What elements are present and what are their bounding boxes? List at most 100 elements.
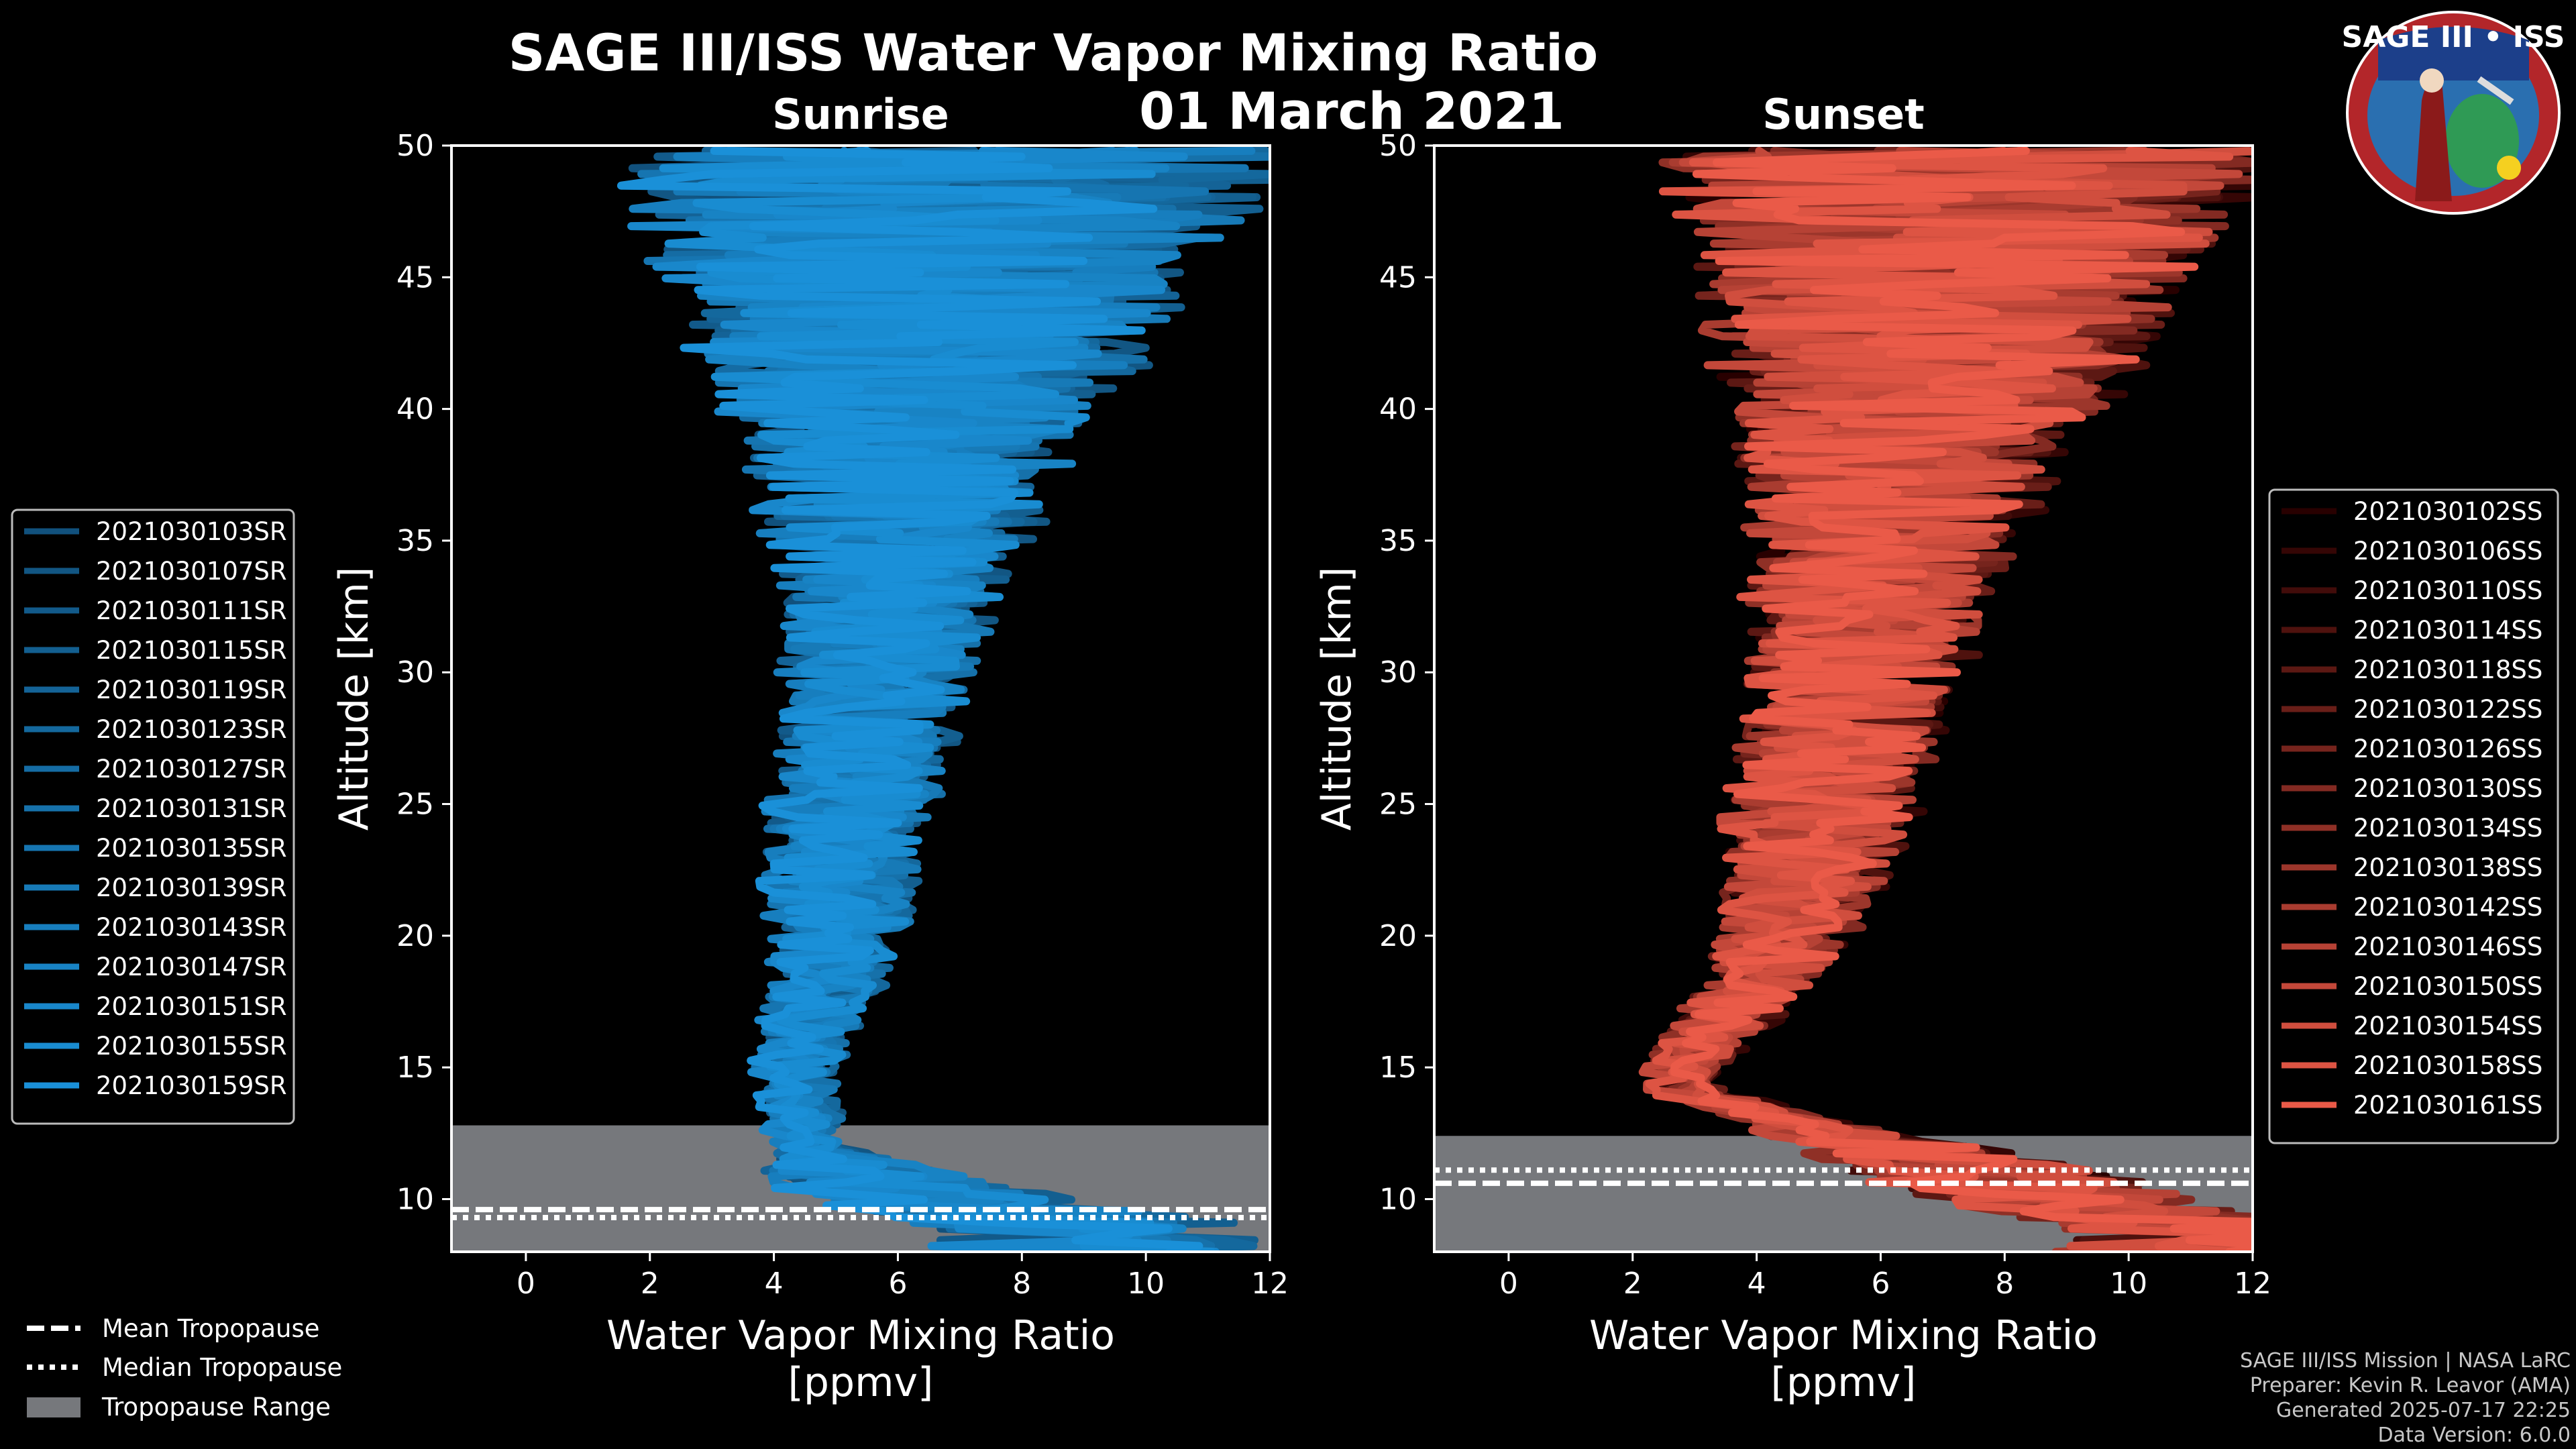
logo-head-icon: [2420, 68, 2444, 93]
legend-entry-label: 2021030131SR: [96, 794, 287, 823]
profile-2021030161SS: [1670, 146, 2253, 1252]
x-tick-label: 2: [641, 1267, 659, 1301]
legend-entry-label: 2021030151SR: [96, 992, 287, 1021]
mean-tropopause-label: Mean Tropopause: [102, 1314, 320, 1343]
legend-entry-label: 2021030154SS: [2353, 1012, 2542, 1040]
sunset-chart: 0 2 4 6 8 10 12 10 15 20 25 30 35 40 45 50 Water Vapor M…: [1313, 129, 2271, 1406]
y-tick-label: 10: [396, 1182, 434, 1216]
y-tick-label: 35: [1379, 524, 1417, 558]
tropopause-legend: Mean Tropopause Median Tropopause Tropop…: [27, 1314, 342, 1421]
legend-entry-label: 2021030127SR: [96, 755, 287, 784]
legend-entry-label: 2021030103SR: [96, 517, 287, 546]
x-tick-label: 6: [888, 1267, 907, 1301]
sunrise-chart: 0 2 4 6 8 10 12 10 15 20 25 30 35 40 45 50 Water Vapor M…: [331, 129, 1289, 1406]
legend-entry-label: 2021030138SS: [2353, 853, 2542, 882]
x-tick-label: 10: [1127, 1267, 1165, 1301]
legend-entry-label: 2021030126SS: [2353, 735, 2542, 763]
legend-entry-label: 2021030106SS: [2353, 537, 2542, 566]
legend-box: [11, 508, 295, 1125]
y-tick-label: 50: [1379, 129, 1417, 163]
legend-entry-label: 2021030146SS: [2353, 932, 2542, 961]
median-tropopause-label: Median Tropopause: [102, 1353, 342, 1382]
y-tick-label: 15: [1379, 1051, 1417, 1085]
x-tick-label: 0: [517, 1267, 535, 1301]
y-tick-label: 30: [396, 655, 434, 690]
profile-2021030159SR: [616, 146, 1203, 1252]
y-tick-label: 45: [1379, 260, 1417, 294]
credits: SAGE III/ISS Mission | NASA LaRC Prepare…: [2240, 1349, 2571, 1447]
y-tick-label: 20: [396, 919, 434, 953]
y-axis-label: Altitude [km]: [331, 567, 378, 831]
legend-entry-label: 2021030115SR: [96, 636, 287, 665]
credit-line-1: SAGE III/ISS Mission | NASA LaRC: [2240, 1349, 2571, 1373]
legend-entry-label: 2021030143SR: [96, 913, 287, 942]
legend-entry-label: 2021030114SS: [2353, 616, 2542, 645]
legend-entry-label: 2021030130SS: [2353, 774, 2542, 803]
legend-entry-label: 2021030102SS: [2353, 497, 2542, 526]
legend-entry-label: 2021030159SR: [96, 1071, 287, 1100]
x-tick-label: 6: [1871, 1267, 1890, 1301]
legend-entry-label: 2021030135SR: [96, 834, 287, 863]
y-tick-label: 50: [396, 129, 434, 163]
x-axis-label: [ppmv]: [788, 1359, 934, 1406]
sunrise-panel-title: Sunrise: [772, 90, 949, 139]
logo-iss-icon: [2477, 76, 2514, 105]
y-tick-label: 45: [396, 260, 434, 294]
tropopause-range-label: Tropopause Range: [101, 1393, 331, 1421]
plot-frame: [1433, 144, 2254, 1253]
y-tick-label: 10: [1379, 1182, 1417, 1216]
legend-entry-label: 2021030134SS: [2353, 814, 2542, 843]
x-tick-label: 12: [2234, 1267, 2271, 1301]
tropopause-range-swatch: [27, 1397, 80, 1417]
logo-text: SAGE III • ISS: [2342, 20, 2565, 54]
credit-line-4: Data Version: 6.0.0: [2378, 1424, 2571, 1447]
y-tick-label: 40: [1379, 392, 1417, 427]
legend-entry-label: 2021030158SS: [2353, 1051, 2542, 1080]
x-axis-label: Water Vapor Mixing Ratio: [1589, 1312, 2098, 1359]
y-tick-label: 30: [1379, 655, 1417, 690]
x-axis-label: [ppmv]: [1771, 1359, 1917, 1406]
legend-entry-label: 2021030107SR: [96, 557, 287, 586]
sunrise-legend: 2021030103SR 2021030107SR 2021030111SR 2021…: [11, 508, 295, 1125]
figure-date: 01 March 2021: [1139, 81, 1564, 141]
logo-banner: [2378, 27, 2529, 80]
legend-entry-label: 2021030139SR: [96, 873, 287, 902]
legend-entry-label: 2021030118SS: [2353, 655, 2542, 684]
y-tick-label: 25: [396, 788, 434, 822]
legend-entry-label: 2021030123SR: [96, 715, 287, 744]
legend-entry-label: 2021030142SS: [2353, 893, 2542, 922]
x-tick-label: 8: [1012, 1267, 1031, 1301]
legend-box: [2268, 488, 2559, 1144]
legend-entry-label: 2021030110SS: [2353, 576, 2542, 605]
x-tick-label: 0: [1499, 1267, 1518, 1301]
logo-figure-icon: [2415, 79, 2452, 201]
x-tick-label: 4: [765, 1267, 784, 1301]
figure-title: SAGE III/ISS Water Vapor Mixing Ratio: [508, 23, 1599, 83]
legend-entry-label: 2021030119SR: [96, 676, 287, 704]
credit-line-2: Preparer: Kevin R. Leavor (AMA): [2250, 1374, 2571, 1397]
logo-sun-icon: [2497, 156, 2521, 180]
x-tick-label: 8: [1995, 1267, 2014, 1301]
legend-entry-label: 2021030161SS: [2353, 1091, 2542, 1120]
y-tick-label: 20: [1379, 919, 1417, 953]
sunset-panel-title: Sunset: [1762, 90, 1925, 139]
plot-frame: [450, 144, 1271, 1253]
legend-entry-label: 2021030147SR: [96, 953, 287, 981]
y-axis-label: Altitude [km]: [1313, 567, 1360, 831]
profile-2021030155SR: [659, 146, 1216, 1252]
legend-entry-label: 2021030111SR: [96, 596, 287, 625]
legend-entry-label: 2021030155SR: [96, 1032, 287, 1061]
x-tick-label: 10: [2110, 1267, 2147, 1301]
y-tick-label: 15: [396, 1051, 434, 1085]
x-tick-label: 12: [1251, 1267, 1289, 1301]
y-tick-label: 35: [396, 524, 434, 558]
x-tick-label: 2: [1623, 1267, 1642, 1301]
legend-entry-label: 2021030122SS: [2353, 695, 2542, 724]
y-tick-label: 25: [1379, 788, 1417, 822]
credit-line-3: Generated 2025-07-17 22:25: [2276, 1399, 2571, 1422]
mission-logo: SAGE III • ISS: [2342, 11, 2565, 215]
legend-entry-label: 2021030150SS: [2353, 972, 2542, 1001]
y-tick-label: 40: [396, 392, 434, 427]
x-tick-label: 4: [1748, 1267, 1766, 1301]
